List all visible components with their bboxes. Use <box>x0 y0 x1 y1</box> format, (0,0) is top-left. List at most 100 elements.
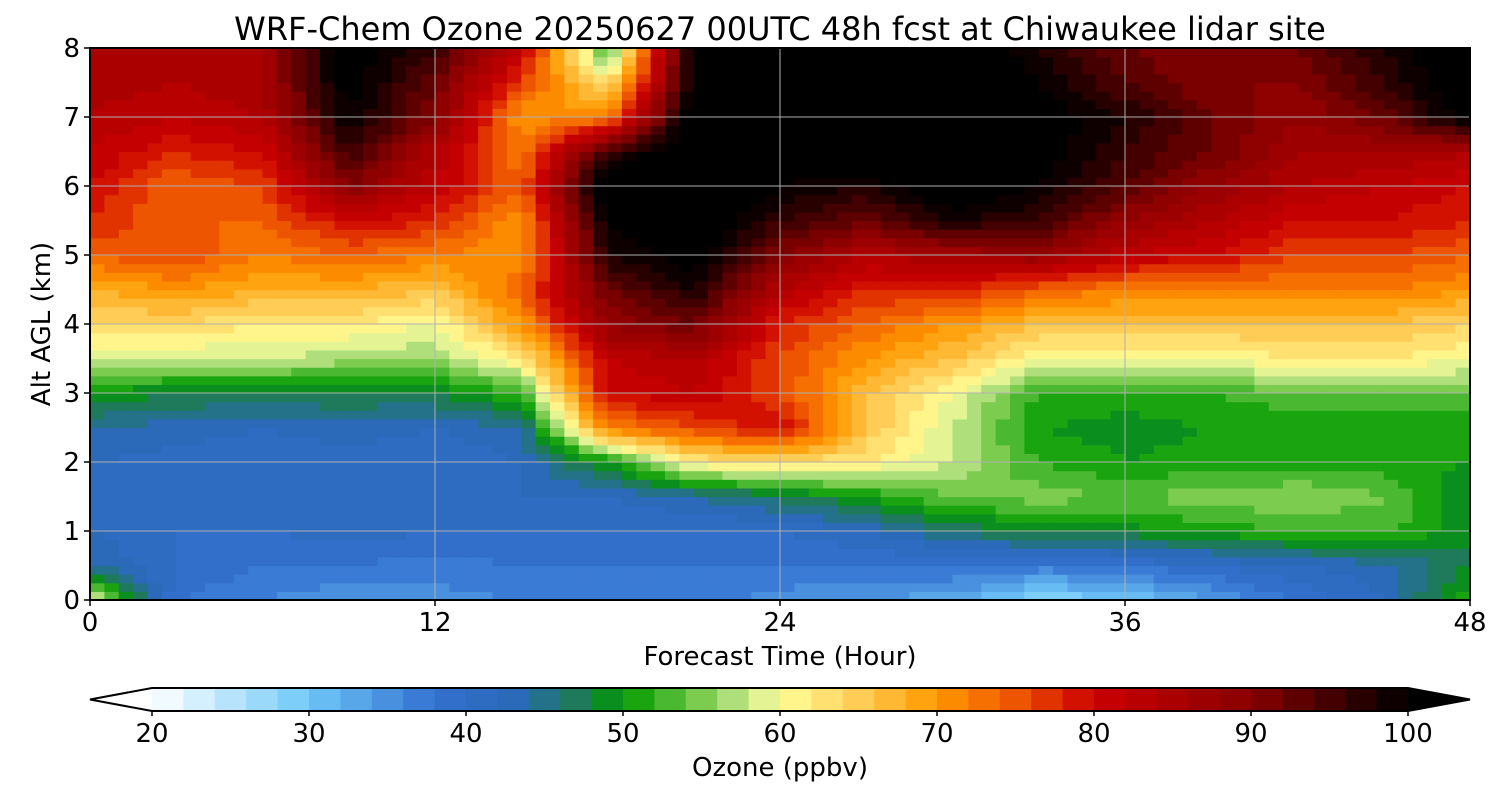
heatmap-cell <box>981 91 997 101</box>
heatmap-cell <box>435 220 450 230</box>
heatmap-cell <box>1110 479 1126 489</box>
heatmap-cell <box>262 56 278 66</box>
heatmap-cell <box>1211 591 1227 601</box>
heatmap-cell <box>765 418 781 429</box>
heatmap-cell <box>205 531 220 541</box>
heatmap-cell <box>133 358 149 368</box>
heatmap-cell <box>880 229 896 239</box>
heatmap-cell <box>1168 505 1184 515</box>
heatmap-cell <box>348 548 364 558</box>
heatmap-cell <box>147 177 163 187</box>
heatmap-cell <box>1096 203 1112 213</box>
heatmap-cell <box>952 462 968 472</box>
heatmap-cell <box>248 453 264 463</box>
heatmap-cell <box>693 582 709 592</box>
heatmap-cell <box>679 108 695 118</box>
heatmap-cell <box>751 194 767 204</box>
heatmap-cell <box>751 487 767 498</box>
heatmap-cell <box>1024 496 1040 506</box>
heatmap-cell <box>923 539 939 549</box>
heatmap-cell <box>334 591 350 601</box>
heatmap-cell <box>420 48 436 58</box>
heatmap-cell <box>420 125 436 135</box>
heatmap-cell <box>535 487 551 498</box>
heatmap-cell <box>938 556 954 567</box>
heatmap-cell <box>981 280 997 291</box>
heatmap-cell <box>233 513 249 523</box>
heatmap-cell <box>219 272 235 282</box>
heatmap-cell <box>161 436 177 446</box>
heatmap-cell <box>1038 556 1054 567</box>
heatmap-cell <box>233 556 249 567</box>
heatmap-cell <box>147 48 163 58</box>
heatmap-cell <box>1196 531 1212 541</box>
heatmap-cell <box>161 160 177 170</box>
heatmap-cell <box>722 324 738 334</box>
heatmap-cell <box>161 229 177 239</box>
heatmap-cell <box>866 401 882 411</box>
heatmap-cell <box>1053 220 1069 230</box>
heatmap-cell <box>780 142 795 153</box>
heatmap-cell <box>981 505 997 515</box>
heatmap-cell <box>90 418 105 429</box>
heatmap-cell <box>693 487 709 498</box>
heatmap-cell <box>1110 375 1126 385</box>
heatmap-cell <box>1110 341 1126 351</box>
heatmap-cell <box>435 513 450 523</box>
heatmap-cell <box>1038 324 1054 334</box>
heatmap-cell <box>794 306 810 316</box>
heatmap-cell <box>391 505 407 515</box>
heatmap-cell <box>1110 48 1126 58</box>
heatmap-cell <box>535 349 551 360</box>
heatmap-cell <box>320 246 335 256</box>
heatmap-cell <box>348 125 364 135</box>
heatmap-cell <box>866 73 882 84</box>
heatmap-cell <box>118 427 134 437</box>
heatmap-cell <box>133 556 149 567</box>
heatmap-cell <box>320 220 335 230</box>
heatmap-cell <box>305 453 321 463</box>
heatmap-cell <box>621 203 637 213</box>
heatmap-cell <box>320 393 335 403</box>
heatmap-cell <box>851 298 867 308</box>
heatmap-cell <box>837 142 853 153</box>
heatmap-cell <box>995 263 1011 273</box>
heatmap-cell <box>794 418 810 429</box>
heatmap-cell <box>521 513 537 523</box>
heatmap-cell <box>550 272 565 282</box>
heatmap-cell <box>248 177 264 187</box>
heatmap-cell <box>478 315 494 325</box>
heatmap-cell <box>794 410 810 420</box>
heatmap-cell <box>391 186 407 196</box>
heatmap-cell <box>161 375 177 385</box>
heatmap-cell <box>147 479 163 489</box>
heatmap-cell <box>966 436 982 446</box>
heatmap-cell <box>1139 263 1155 273</box>
heatmap-cell <box>607 522 623 532</box>
heatmap-cell <box>1110 453 1126 463</box>
heatmap-cell <box>636 134 652 144</box>
heatmap-cell <box>435 255 450 265</box>
heatmap-cell <box>506 393 522 403</box>
heatmap-cell <box>248 117 264 127</box>
heatmap-cell <box>550 393 565 403</box>
heatmap-cell <box>995 99 1011 109</box>
heatmap-cell <box>851 168 867 178</box>
heatmap-cell <box>1153 505 1169 515</box>
heatmap-cell <box>636 108 652 118</box>
heatmap-cell <box>233 332 249 342</box>
heatmap-cell <box>952 324 968 334</box>
heatmap-cell <box>751 151 767 161</box>
heatmap-cell <box>607 160 623 170</box>
heatmap-cell <box>435 306 450 316</box>
heatmap-cell <box>823 479 839 489</box>
heatmap-cell <box>751 453 767 463</box>
heatmap-cell <box>938 548 954 558</box>
heatmap-cell <box>190 125 206 135</box>
heatmap-cell <box>1081 289 1097 299</box>
heatmap-cell <box>248 436 264 446</box>
heatmap-cell <box>449 306 465 316</box>
heatmap-cell <box>808 582 824 592</box>
heatmap-cell <box>1053 203 1069 213</box>
heatmap-cell <box>377 255 393 265</box>
